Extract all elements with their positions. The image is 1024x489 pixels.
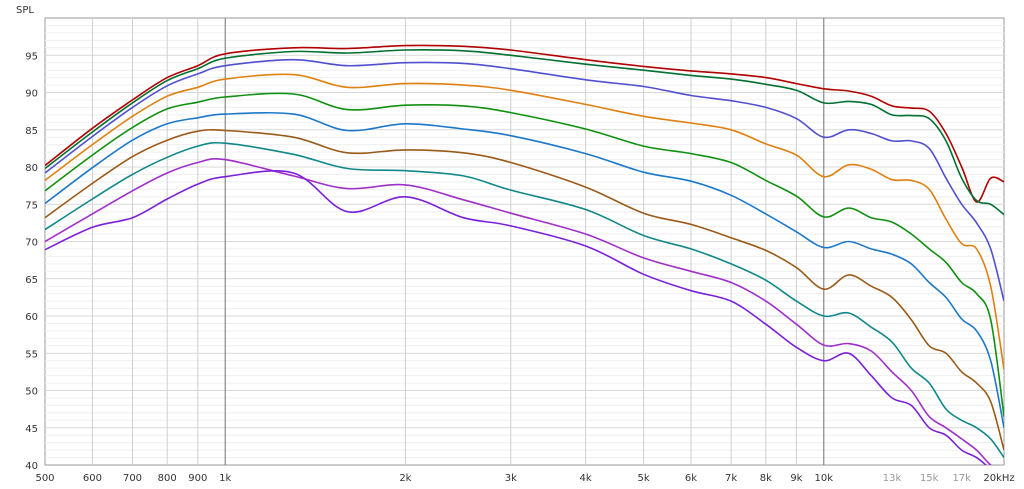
x-tick-label: 900	[188, 473, 207, 484]
x-tick-label: 20kHz	[983, 473, 1014, 484]
x-tick-label: 2k	[399, 473, 411, 484]
x-tick-label: 700	[123, 473, 142, 484]
y-tick-labels: 40 45 50 55 60 65 70 75 80 85 90 95	[25, 51, 38, 472]
series-line-4	[45, 73, 1004, 370]
grid-lines	[45, 18, 1004, 465]
y-tick-label: 55	[25, 349, 38, 360]
y-tick-label: 90	[25, 89, 38, 100]
y-tick-label: 45	[25, 424, 38, 435]
y-tick-label: 50	[25, 387, 38, 398]
series-line-6	[45, 111, 1004, 428]
x-tick-label: 1k	[219, 473, 231, 484]
series-lines	[45, 44, 1004, 465]
y-axis-label: SPL	[16, 5, 34, 16]
series-line-1	[45, 44, 1004, 203]
x-tick-label: 17k	[952, 473, 971, 484]
x-tick-labels: 500 600 700 800 900 1k 2k 3k 4k 5k 6k 7k 8k 9k 10k 13k 1…	[35, 473, 1014, 484]
y-tick-label: 40	[25, 461, 38, 472]
x-tick-label: 13k	[883, 473, 902, 484]
x-tick-label: 9k	[790, 473, 802, 484]
series-line-10	[45, 170, 988, 465]
x-tick-label: 5k	[638, 473, 650, 484]
x-tick-label: 4k	[580, 473, 592, 484]
x-tick-label: 500	[35, 473, 54, 484]
y-tick-label: 85	[25, 126, 38, 137]
x-tick-label: 600	[83, 473, 102, 484]
y-tick-label: 75	[25, 200, 38, 211]
x-tick-label: 800	[158, 473, 177, 484]
series-line-2	[45, 49, 1004, 216]
y-tick-label: 80	[25, 163, 38, 174]
y-tick-label: 65	[25, 275, 38, 286]
y-tick-label: 95	[25, 51, 38, 62]
x-tick-label: 10k	[815, 473, 834, 484]
y-tick-label: 70	[25, 238, 38, 249]
series-line-8	[45, 141, 1004, 459]
series-line-5	[45, 92, 1004, 417]
x-tick-label: 6k	[685, 473, 697, 484]
series-line-9	[45, 157, 993, 465]
x-tick-label: 7k	[725, 473, 737, 484]
x-tick-label: 15k	[920, 473, 939, 484]
series-line-3	[45, 58, 1004, 302]
x-tick-label: 3k	[505, 473, 517, 484]
y-tick-label: 60	[25, 312, 38, 323]
x-tick-label: 8k	[760, 473, 772, 484]
series-line-7	[45, 129, 1004, 451]
